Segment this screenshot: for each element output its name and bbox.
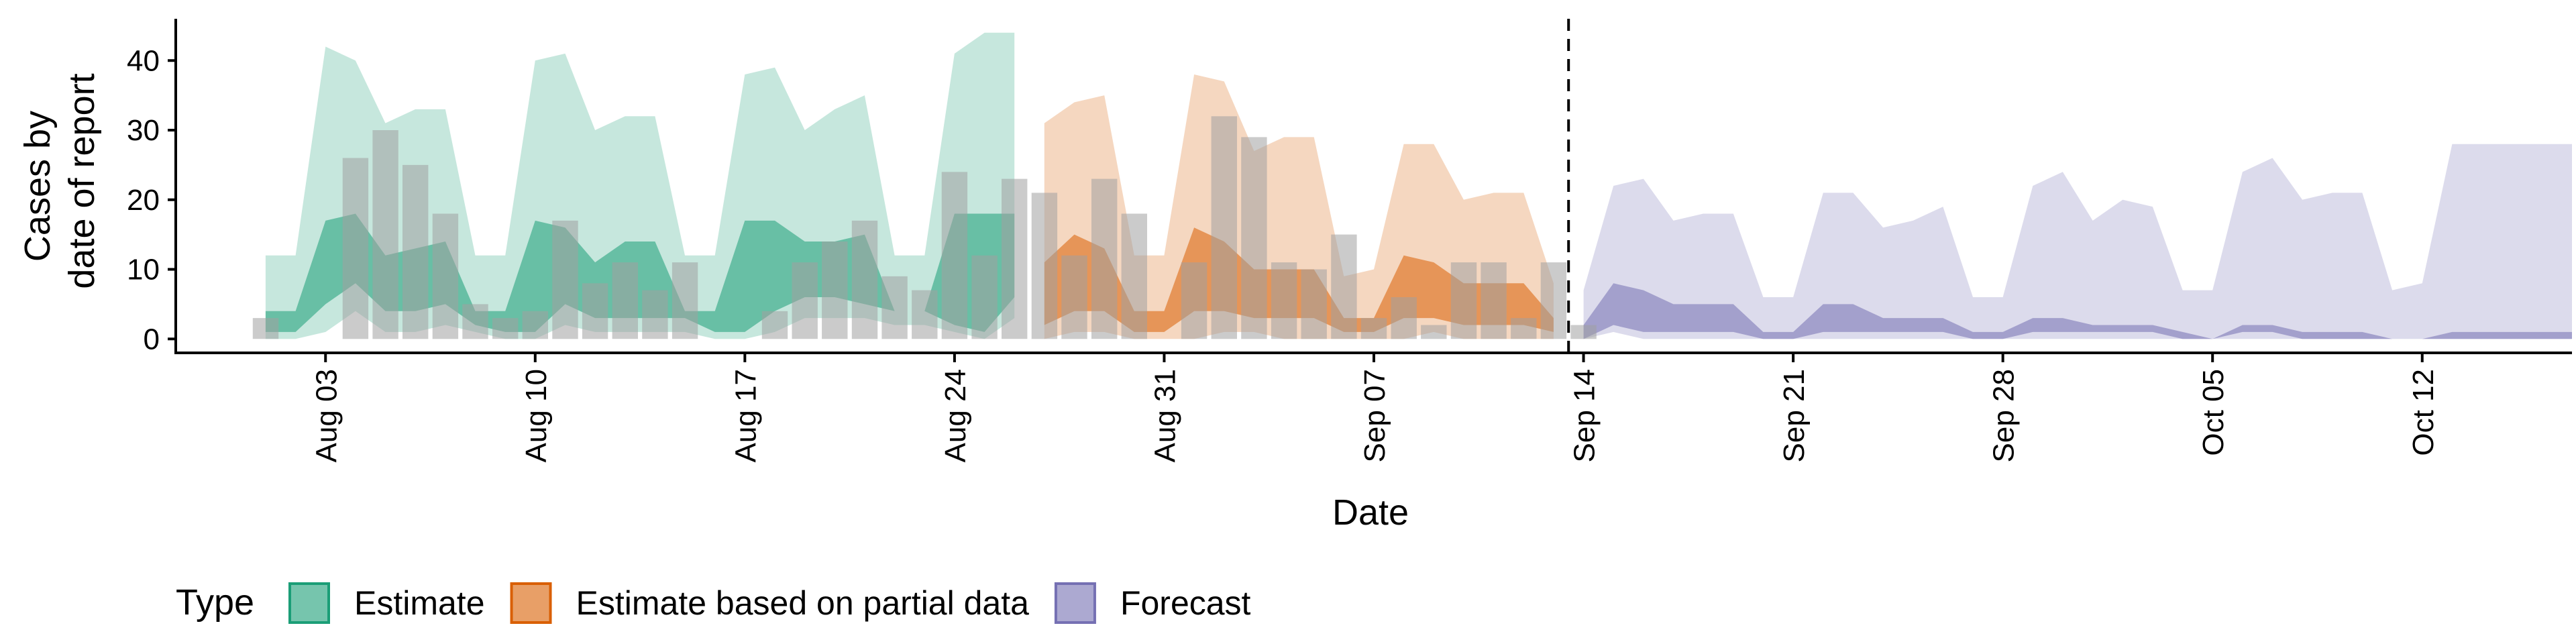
observed-bar <box>492 318 519 339</box>
legend-label-estimate-based-on-partial-data: Estimate based on partial data <box>576 584 1030 622</box>
observed-bar <box>1211 116 1237 339</box>
observed-bar <box>582 283 608 339</box>
forecast-outer-band <box>1583 144 2572 339</box>
x-axis-title: Date <box>1332 492 1409 533</box>
observed-bar <box>672 262 698 339</box>
observed-bar <box>1391 297 1417 339</box>
forecast-inner-band <box>1583 283 2572 339</box>
x-tick-label: Oct 12 <box>2407 369 2440 456</box>
y-tick-label: 0 <box>144 323 160 356</box>
y-axis-title-line-1: Cases by <box>17 111 58 262</box>
x-tick-label: Sep 21 <box>1778 369 1811 462</box>
observed-bar <box>1481 262 1507 339</box>
observed-bar <box>761 311 788 339</box>
estimate-based-on-partial-data-inner-band <box>1044 227 1554 332</box>
x-tick-label: Aug 10 <box>520 369 553 462</box>
plot-area <box>252 19 2572 353</box>
observed-bar <box>462 304 488 339</box>
x-axis-ticks: Aug 03 Aug 10 Aug 17 Aug 24 Aug 31 Sep 07 Sep … <box>310 353 2440 462</box>
observed-bar <box>1570 325 1597 339</box>
y-axis-title: Cases by date of report <box>17 73 102 288</box>
legend-title: Type <box>176 582 254 623</box>
observed-bar <box>372 130 398 339</box>
axes: 0 10 20 30 40 Aug 03 Aug 10 Aug 17 Aug 24 Aug 31… <box>127 19 2572 462</box>
observed-bar <box>792 262 818 339</box>
observed-bar <box>1091 178 1118 339</box>
observed-bar <box>1241 137 1267 339</box>
observed-bar <box>252 318 279 339</box>
legend-label-estimate: Estimate <box>354 584 485 622</box>
x-tick-label: Oct 05 <box>2197 369 2230 456</box>
x-tick-label: Aug 17 <box>729 369 762 462</box>
observed-bar <box>971 255 998 339</box>
observed-bar <box>1002 178 1028 339</box>
y-tick-label: 40 <box>127 44 160 77</box>
y-axis-ticks: 0 10 20 30 40 <box>127 44 176 356</box>
observed-bar <box>1450 262 1477 339</box>
legend-label-forecast: Forecast <box>1120 584 1251 622</box>
observed-bar <box>881 276 908 339</box>
observed-bar <box>941 172 968 339</box>
legend-swatch-estimate <box>288 582 330 624</box>
observed-bar <box>402 164 429 339</box>
observed-bar <box>1360 318 1387 339</box>
observed-bar <box>1511 318 1537 339</box>
y-tick-label: 10 <box>127 254 160 286</box>
observed-bar <box>1540 262 1567 339</box>
x-tick-label: Sep 14 <box>1568 369 1601 462</box>
legend-swatch-estimate-based-on-partial-data <box>510 582 552 624</box>
observed-bar <box>1301 269 1327 339</box>
observed-bar <box>1061 255 1087 339</box>
legend-swatch-forecast <box>1054 582 1096 624</box>
observed-bar <box>1421 325 1447 339</box>
x-tick-label: Aug 03 <box>310 369 343 462</box>
observed-bar <box>1271 262 1297 339</box>
x-tick-label: Aug 24 <box>939 369 972 462</box>
observed-bar <box>642 290 668 339</box>
observed-bar <box>1031 193 1058 339</box>
observed-bar <box>612 262 638 339</box>
x-tick-label: Sep 28 <box>1988 369 2021 462</box>
observed-bar <box>522 311 548 339</box>
observed-bar <box>1181 262 1208 339</box>
observed-bar <box>432 213 459 339</box>
y-tick-label: 30 <box>127 114 160 147</box>
observed-bars <box>252 116 1597 339</box>
observed-bar <box>912 290 938 339</box>
x-tick-label: Sep 07 <box>1358 369 1391 462</box>
observed-bar <box>851 220 878 339</box>
x-tick-label: Aug 31 <box>1148 369 1181 462</box>
observed-bar <box>1331 234 1357 339</box>
observed-bar <box>822 241 848 339</box>
y-tick-label: 20 <box>127 184 160 217</box>
observed-bar <box>342 158 369 339</box>
observed-bar <box>552 220 578 339</box>
legend: Type Estimate Estimate based on partial d… <box>176 582 1251 624</box>
observed-bar <box>1121 213 1147 339</box>
y-axis-title-line-2: date of report <box>62 73 102 288</box>
